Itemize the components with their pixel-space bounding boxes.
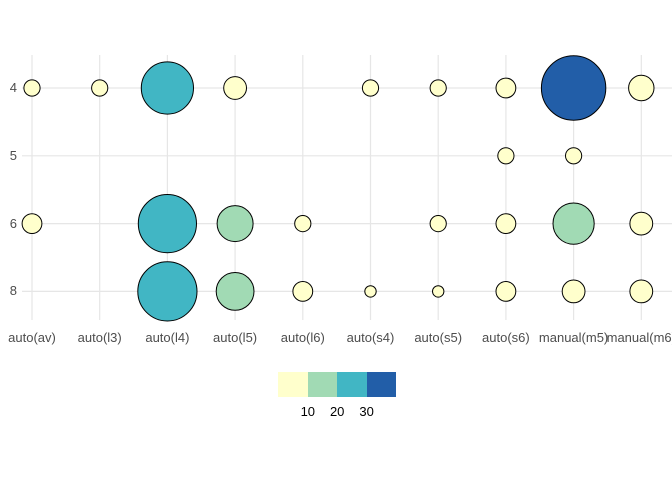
count-bubble — [294, 215, 312, 233]
count-bubble — [23, 79, 41, 97]
count-bubble — [140, 61, 194, 115]
x-tick-label: auto(s4) — [346, 330, 395, 345]
x-tick-label: auto(av) — [8, 330, 56, 345]
count-bubble — [629, 211, 654, 236]
count-bubble — [21, 213, 43, 235]
x-tick-label: auto(s6) — [482, 330, 530, 345]
count-bubble — [629, 279, 654, 304]
count-bubble — [137, 261, 198, 322]
count-bubble — [432, 285, 445, 298]
count-bubble — [91, 79, 109, 97]
count-bubble — [216, 205, 254, 243]
x-tick-label: auto(l6) — [280, 330, 325, 345]
count-bubble — [292, 281, 314, 302]
count-bubble — [429, 215, 447, 233]
y-tick-label: 6 — [9, 215, 17, 231]
count-bubble — [540, 55, 607, 121]
count-bubble — [364, 285, 377, 298]
x-tick-label: auto(s5) — [414, 330, 463, 345]
y-tick-label: 5 — [9, 147, 17, 163]
count-bubble — [429, 79, 447, 97]
x-tick-label: manual(m6) — [606, 330, 672, 345]
count-bubble — [223, 76, 248, 100]
count-bubble — [565, 147, 583, 165]
count-bubble — [495, 281, 517, 302]
count-bubble — [215, 272, 255, 311]
x-tick-label: auto(l4) — [145, 330, 190, 345]
x-tick-label: auto(l3) — [77, 330, 122, 345]
y-tick-label: 8 — [9, 283, 17, 299]
x-tick-label: auto(l5) — [213, 330, 258, 345]
count-bubble — [497, 147, 515, 165]
count-bubble — [361, 79, 380, 97]
count-bubble — [628, 74, 655, 102]
count-bubble — [561, 279, 586, 304]
count-bubble — [137, 194, 197, 254]
x-tick-label: manual(m5) — [538, 330, 609, 345]
count-bubble — [495, 77, 517, 99]
count-bubble — [495, 213, 517, 235]
y-tick-label: 4 — [9, 80, 17, 95]
count-bubble — [552, 202, 595, 245]
